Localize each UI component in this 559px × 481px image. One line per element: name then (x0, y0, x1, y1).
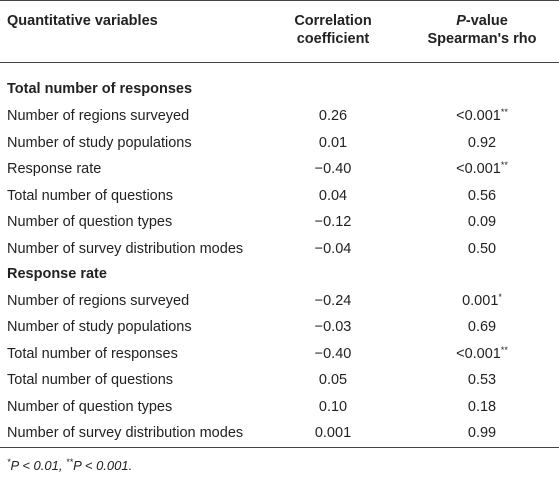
pval-value: 0.92 (467, 135, 497, 151)
section-title: Response rate (7, 266, 107, 282)
row-pval: 0.53 (422, 371, 542, 389)
row-label: Number of regions surveyed (7, 293, 190, 309)
row-coef: 0.10 (318, 399, 348, 415)
header-pvalue-line2: Spearman's rho (427, 31, 537, 47)
pval-value: <0.001 (456, 108, 501, 124)
footnote-text-1: P < 0.01, (10, 458, 67, 473)
row-pval: 0.99 (422, 424, 542, 442)
row-pval: 0.56 (422, 187, 542, 205)
pval-value: 0.09 (467, 214, 497, 230)
significance-mark: ** (500, 107, 508, 117)
header-pvalue: P-value Spearman's rho (422, 12, 542, 48)
pval-value: <0.001 (456, 161, 501, 177)
row-coef: −0.24 (314, 293, 352, 309)
row-coef: 0.001 (314, 425, 352, 441)
row-pval: 0.69 (422, 318, 542, 336)
row-label: Response rate (7, 161, 102, 177)
row-pval: <0.001** (422, 345, 542, 363)
row-label: Number of study populations (7, 319, 192, 335)
header-pvalue-italic: P (456, 13, 466, 29)
table-top-rule (0, 0, 559, 1)
row-pval: 0.18 (422, 398, 542, 416)
row-coef: 0.04 (318, 188, 348, 204)
pval-value: 0.69 (467, 319, 497, 335)
row-label: Number of regions surveyed (7, 108, 190, 124)
pval-value: 0.001 (462, 293, 499, 309)
pval-value: <0.001 (456, 346, 501, 362)
row-pval: 0.001* (422, 292, 542, 310)
row-pval: 0.92 (422, 134, 542, 152)
row-pval: 0.09 (422, 213, 542, 231)
footnote-text-2: P < 0.001. (73, 458, 133, 473)
row-coef: −0.12 (314, 214, 352, 230)
header-correlation: Correlation coefficient (264, 12, 402, 48)
header-pvalue-line1: -value (465, 13, 508, 29)
row-coef: 0.01 (318, 135, 348, 151)
table-footnote: *P < 0.01, **P < 0.001. (7, 458, 132, 474)
pval-value: 0.18 (467, 399, 497, 415)
row-coef: 0.05 (318, 372, 348, 388)
pval-value: 0.50 (467, 241, 497, 257)
header-correlation-line2: coefficient (296, 31, 370, 47)
significance-mark: * (498, 292, 502, 302)
table-header-rule (0, 62, 559, 63)
row-label: Number of survey distribution modes (7, 425, 244, 441)
significance-mark: ** (500, 160, 508, 170)
pval-value: 0.56 (467, 188, 497, 204)
table-bottom-rule (0, 447, 559, 448)
row-pval: <0.001** (422, 160, 542, 178)
row-coef: −0.40 (314, 161, 352, 177)
header-variables: Quantitative variables (7, 13, 158, 29)
row-pval: <0.001** (422, 107, 542, 125)
footnote-star-double: ** (66, 457, 74, 467)
row-label: Number of question types (7, 399, 173, 415)
row-coef: 0.26 (318, 108, 348, 124)
row-label: Total number of responses (7, 346, 178, 362)
footnote-star-single: * (7, 457, 11, 467)
row-label: Total number of questions (7, 372, 174, 388)
section-title: Total number of responses (7, 81, 193, 97)
row-coef: −0.40 (314, 346, 352, 362)
row-coef: −0.04 (314, 241, 352, 257)
row-label: Number of survey distribution modes (7, 241, 244, 257)
row-pval: 0.50 (422, 240, 542, 258)
header-correlation-line1: Correlation (294, 13, 372, 29)
row-coef: −0.03 (314, 319, 352, 335)
row-label: Number of question types (7, 214, 173, 230)
row-label: Total number of questions (7, 188, 174, 204)
pval-value: 0.99 (467, 425, 497, 441)
row-label: Number of study populations (7, 135, 192, 151)
significance-mark: ** (500, 345, 508, 355)
pval-value: 0.53 (467, 372, 497, 388)
